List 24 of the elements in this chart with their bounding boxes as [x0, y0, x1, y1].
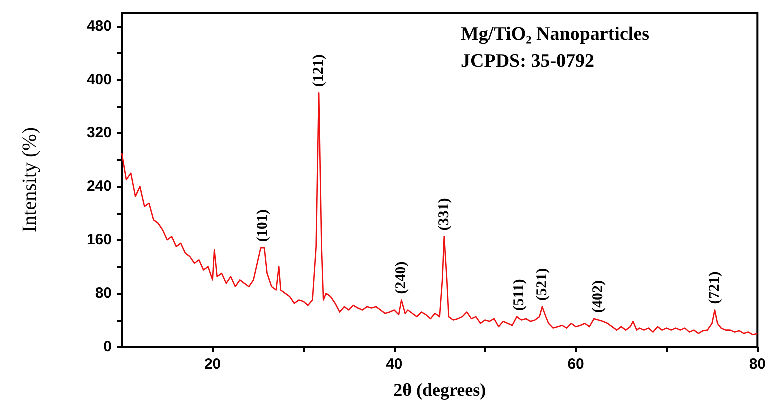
text: JCPDS: 35-0792 — [461, 51, 595, 72]
y-tick-label: 240 — [86, 178, 112, 196]
annotation: (511) — [512, 279, 528, 311]
y-axis-title: Intensity (%) — [19, 128, 41, 232]
annotation: (521) — [534, 268, 550, 301]
y-tick-label: 160 — [86, 232, 112, 249]
annotation: (721) — [706, 272, 723, 304]
annotation: (121) — [311, 54, 328, 88]
annotation: (240) — [394, 262, 410, 294]
x-tick-label: 60 — [568, 356, 584, 373]
x-tick-label: 40 — [386, 356, 403, 373]
line-series — [121, 92, 758, 336]
annotation: (402) — [590, 280, 607, 313]
x-axis-title: 2θ (degrees) — [394, 380, 486, 400]
y-tick-label: 400 — [86, 71, 112, 88]
y-tick-label: 480 — [86, 18, 112, 35]
annotation: (101) — [254, 210, 271, 242]
text: Mg/TiO₂ Nanoparticles — [461, 24, 650, 45]
y-tick-label: 0 — [104, 338, 112, 356]
annotation: (331) — [436, 198, 452, 231]
y-tick-label: 320 — [86, 124, 112, 142]
x-tick-label: 80 — [749, 356, 766, 373]
x-tick-label: 20 — [204, 356, 222, 373]
y-tick-label: 80 — [95, 285, 112, 302]
